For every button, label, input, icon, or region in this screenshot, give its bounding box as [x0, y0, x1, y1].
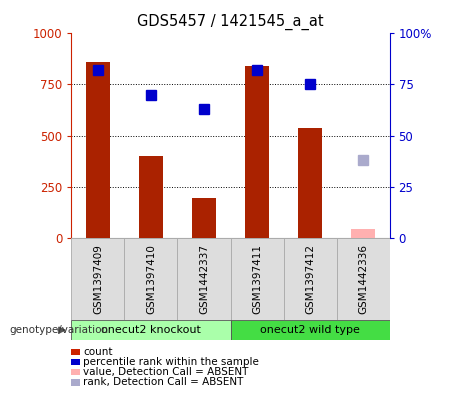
- Bar: [86, 62, 110, 238]
- Text: GSM1442337: GSM1442337: [199, 244, 209, 314]
- Text: count: count: [83, 347, 112, 357]
- Bar: [298, 129, 322, 238]
- Bar: [351, 229, 375, 238]
- Bar: [71, 238, 124, 320]
- Text: GDS5457 / 1421545_a_at: GDS5457 / 1421545_a_at: [137, 14, 324, 30]
- Text: GSM1397411: GSM1397411: [252, 244, 262, 314]
- Bar: [124, 238, 177, 320]
- Bar: [337, 238, 390, 320]
- Text: genotype/variation: genotype/variation: [9, 325, 108, 335]
- Bar: [71, 320, 230, 340]
- Text: GSM1397410: GSM1397410: [146, 244, 156, 314]
- Text: GSM1442336: GSM1442336: [358, 244, 368, 314]
- Bar: [230, 238, 284, 320]
- Text: value, Detection Call = ABSENT: value, Detection Call = ABSENT: [83, 367, 248, 377]
- Bar: [192, 198, 216, 238]
- Text: GSM1397412: GSM1397412: [305, 244, 315, 314]
- Text: rank, Detection Call = ABSENT: rank, Detection Call = ABSENT: [83, 377, 243, 387]
- Bar: [230, 320, 390, 340]
- Text: onecut2 wild type: onecut2 wild type: [260, 325, 360, 335]
- Bar: [284, 238, 337, 320]
- Bar: [245, 66, 269, 238]
- Text: onecut2 knockout: onecut2 knockout: [101, 325, 201, 335]
- Text: GSM1397409: GSM1397409: [93, 244, 103, 314]
- Text: percentile rank within the sample: percentile rank within the sample: [83, 357, 259, 367]
- Bar: [177, 238, 230, 320]
- Bar: [139, 156, 163, 238]
